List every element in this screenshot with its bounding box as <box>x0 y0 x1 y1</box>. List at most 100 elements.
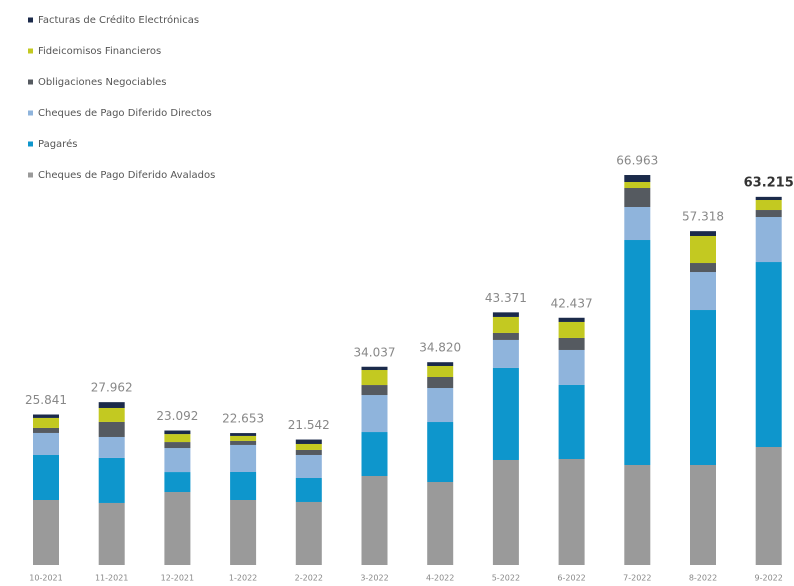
bar-segment <box>361 432 388 477</box>
bar-segment <box>427 365 454 377</box>
bar-segment <box>427 422 454 483</box>
bar-segment <box>624 206 651 241</box>
bar-segment <box>98 457 125 503</box>
bar-segment <box>690 263 716 273</box>
legend-label: Pagarés <box>38 138 77 150</box>
bar-segment <box>295 501 322 565</box>
legend-swatch <box>28 141 33 147</box>
bar-segment <box>755 262 782 448</box>
bar-segment <box>492 459 519 565</box>
bar-segment <box>690 231 716 236</box>
x-tick-label: 12-2021 <box>161 574 194 583</box>
x-tick-label: 9-2022 <box>755 574 783 583</box>
bar-segment <box>755 210 782 218</box>
total-label: 63.215 <box>744 175 794 190</box>
bar-segment <box>98 502 125 565</box>
bar-segment <box>230 444 257 472</box>
bar-segment <box>164 472 191 493</box>
total-label: 34.820 <box>419 341 461 355</box>
total-label: 22.653 <box>222 412 264 426</box>
legend-label: Fideicomisos Financieros <box>38 46 161 57</box>
bar-segment <box>492 312 519 317</box>
bar-segment <box>690 272 716 311</box>
bar-segment <box>755 196 782 201</box>
bar-segment <box>624 175 651 183</box>
bar-segment <box>624 240 651 465</box>
bar-segment <box>230 435 257 441</box>
bar-segment <box>492 339 519 368</box>
bar-segment <box>558 321 585 338</box>
x-tick-label: 8-2022 <box>689 574 717 583</box>
legend-swatch <box>28 110 33 116</box>
bar-segment <box>558 384 585 460</box>
total-label: 66.963 <box>616 154 658 168</box>
bar-segment <box>33 454 59 501</box>
bar-segment <box>361 476 388 565</box>
bar-segment <box>558 459 585 565</box>
bar-segment <box>295 449 322 455</box>
legend-swatch <box>28 79 33 85</box>
legend-swatch <box>28 172 33 178</box>
bar-segment <box>164 492 191 565</box>
bar-segment <box>361 370 388 386</box>
legend-swatch <box>28 17 33 23</box>
bar-segment <box>33 500 59 565</box>
bar-segment <box>558 349 585 385</box>
legend-label: Cheques de Pago Diferido Directos <box>38 108 212 119</box>
bar-segment <box>558 337 585 350</box>
bar-segment <box>98 436 125 458</box>
bar-segment <box>624 465 651 565</box>
bar-segment <box>690 310 716 465</box>
bar-segment <box>230 500 257 565</box>
bar-segment <box>755 447 782 565</box>
bar-segment <box>164 434 191 443</box>
bar-segment <box>295 477 322 502</box>
bar-segment <box>492 316 519 333</box>
legend-label: Facturas de Crédito Electrónicas <box>38 14 199 26</box>
bar-segment <box>230 471 257 501</box>
bar-segment <box>295 454 322 478</box>
bar-segment <box>164 442 191 449</box>
bar-segment <box>361 385 388 396</box>
bar-segment <box>164 448 191 473</box>
x-tick-label: 6-2022 <box>557 574 585 583</box>
x-tick-label: 2-2022 <box>295 574 323 583</box>
total-label: 27.962 <box>91 381 133 395</box>
bar-segment <box>230 440 257 445</box>
bar-segment <box>558 317 585 322</box>
bar-segment <box>98 407 125 422</box>
bar-segment <box>98 421 125 437</box>
bar-segment <box>755 217 782 263</box>
bar-segment <box>33 414 59 418</box>
total-label: 42.437 <box>551 296 593 310</box>
bar-segment <box>624 182 651 189</box>
bar-segment <box>295 443 322 450</box>
x-tick-label: 11-2021 <box>95 574 128 583</box>
bar-segment <box>33 427 59 433</box>
legend-label: Cheques de Pago Diferido Avalados <box>38 170 215 181</box>
total-label: 57.318 <box>682 210 724 224</box>
bar-segment <box>492 332 519 340</box>
x-tick-label: 5-2022 <box>492 574 520 583</box>
bar-segment <box>624 188 651 207</box>
bar-segment <box>427 362 454 366</box>
bar-segment <box>690 465 716 565</box>
total-label: 34.037 <box>354 345 396 359</box>
bar-segment <box>33 432 59 455</box>
x-tick-label: 4-2022 <box>426 574 454 583</box>
bar-segment <box>690 235 716 264</box>
x-tick-label: 1-2022 <box>229 574 257 583</box>
bar-segment <box>33 417 59 428</box>
bar-segment <box>427 376 454 389</box>
total-label: 23.092 <box>156 409 198 423</box>
bar-segment <box>295 439 322 444</box>
bar-segment <box>361 366 388 371</box>
bar-segment <box>230 433 257 436</box>
bar-segment <box>755 200 782 211</box>
legend-label: Obligaciones Negociables <box>38 77 167 88</box>
bar-segment <box>164 430 191 435</box>
bar-segment <box>427 482 454 565</box>
bar-segment <box>427 388 454 423</box>
total-label: 25.841 <box>25 393 67 407</box>
